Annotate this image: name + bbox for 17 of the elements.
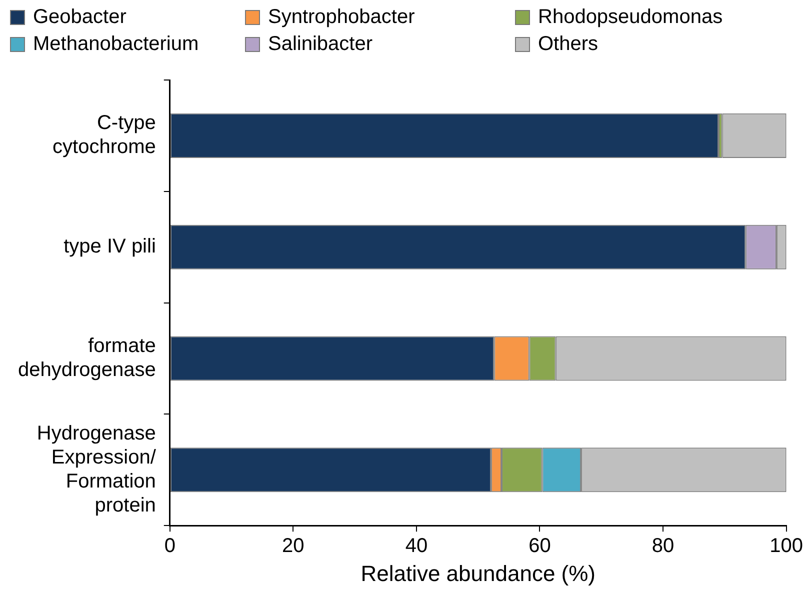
legend-label: Rhodopseudomonas — [538, 6, 723, 29]
legend-label: Syntrophobacter — [268, 6, 415, 29]
y-tick-label: formate dehydrogenase — [18, 335, 156, 382]
y-tick-label: C-type cytochrome — [52, 112, 156, 158]
y-tick-label: type IV pili — [64, 236, 156, 258]
x-tick-label: 60 — [528, 535, 551, 558]
x-axis-title: Relative abundance (%) — [360, 560, 596, 586]
legend-label: Geobacter — [33, 6, 126, 29]
legend-label: Others — [538, 33, 598, 56]
x-tick-label: 40 — [405, 535, 428, 558]
y-tick-label: Hydrogenase Expression/ Formation protein — [36, 422, 156, 516]
x-tick-label: 80 — [652, 535, 674, 558]
legend-label: Methanobacterium — [33, 33, 199, 56]
x-tick-label: 20 — [282, 535, 304, 558]
legend-label: Salinibacter — [268, 33, 373, 56]
x-tick-label: 100 — [770, 535, 804, 558]
x-tick-label: 0 — [164, 535, 176, 558]
